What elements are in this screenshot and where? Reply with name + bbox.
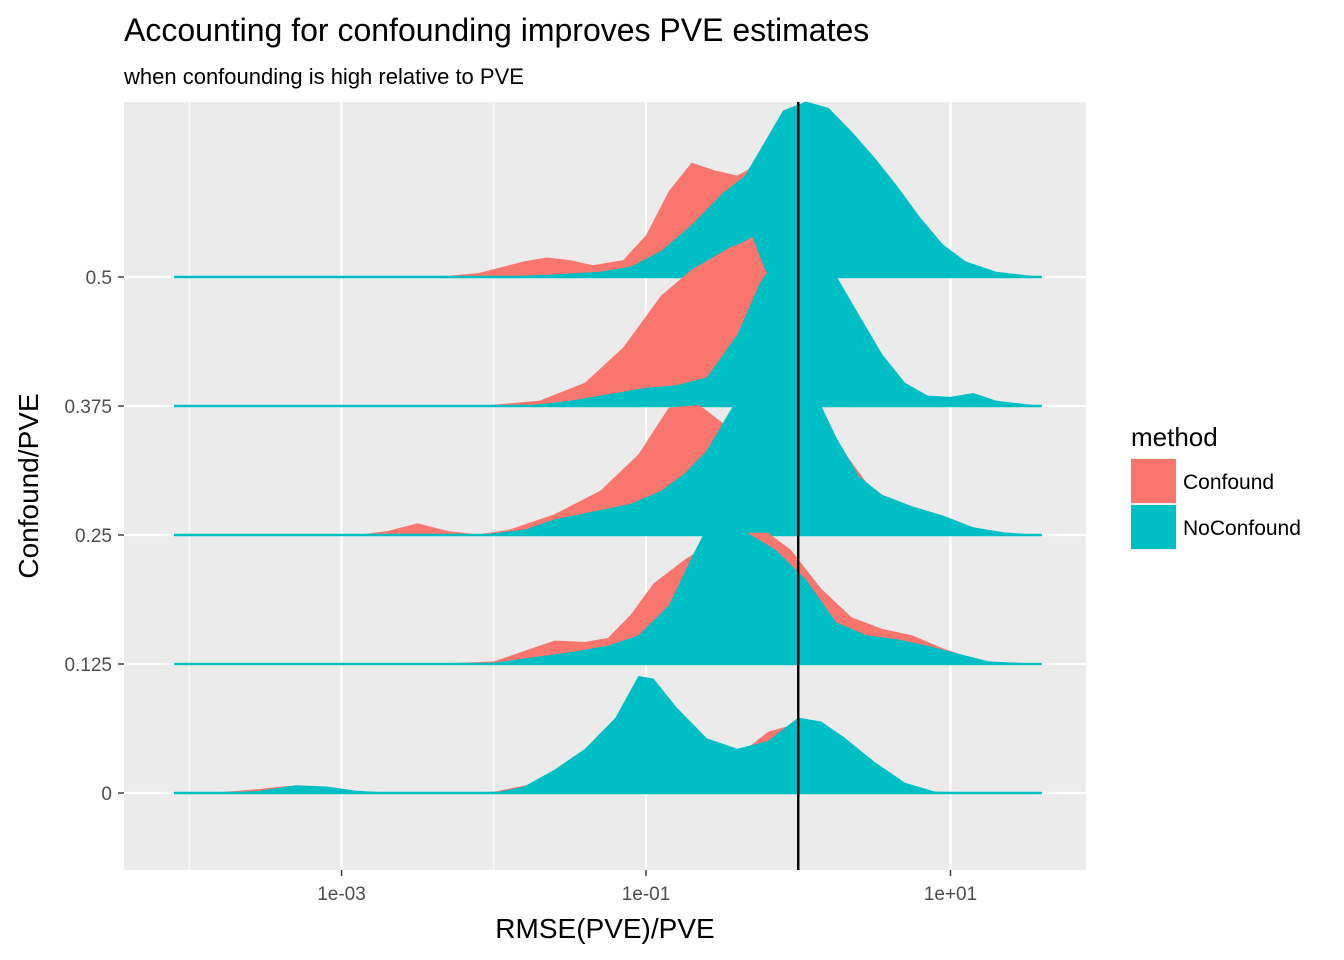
ridge-noconfound-0_25 xyxy=(174,368,1042,535)
x-axis-title: RMSE(PVE)/PVE xyxy=(495,913,714,944)
legend-swatch-noconfound xyxy=(1131,505,1176,549)
legend: method Confound NoConfound xyxy=(1131,422,1301,550)
x-tick-label: 1e-03 xyxy=(317,884,366,905)
legend-label-confound: Confound xyxy=(1183,471,1274,494)
y-tick-label: 0.25 xyxy=(75,526,112,547)
ridge-noconfound-0 xyxy=(174,676,1042,793)
ridge-noconfound-0_125 xyxy=(174,523,1042,664)
y-tick-label: 0.125 xyxy=(64,655,112,676)
x-axis: 1e-03 1e-01 1e+01 xyxy=(317,870,977,905)
x-tick-label: 1e+01 xyxy=(924,884,977,905)
y-axis: 0 0.125 0.25 0.375 0.5 xyxy=(64,268,124,805)
legend-title: method xyxy=(1131,422,1218,452)
y-axis-title: Confound/PVE xyxy=(13,393,44,578)
ridge-noconfound-0_375 xyxy=(174,247,1042,406)
density-ridges xyxy=(174,101,1042,795)
chart-title: Accounting for confounding improves PVE … xyxy=(124,12,869,48)
y-tick-label: 0.5 xyxy=(86,268,112,289)
legend-swatch-confound xyxy=(1131,459,1176,503)
chart-subtitle: when confounding is high relative to PVE xyxy=(123,64,524,89)
ridge-noconfound-0_5 xyxy=(174,101,1042,277)
x-tick-label: 1e-01 xyxy=(622,884,671,905)
legend-label-noconfound: NoConfound xyxy=(1183,517,1301,540)
legend-keys: Confound NoConfound xyxy=(1131,458,1301,550)
y-tick-label: 0 xyxy=(101,784,112,805)
y-tick-label: 0.375 xyxy=(64,397,112,418)
